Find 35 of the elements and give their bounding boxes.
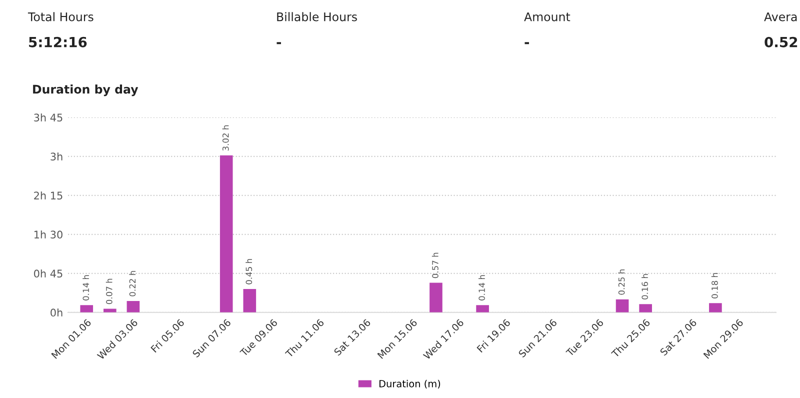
- data-label: 0.07 h: [106, 278, 112, 304]
- bar: [476, 305, 489, 312]
- data-label: 0.16 h: [642, 274, 648, 300]
- text: Total Hours: [28, 12, 94, 22]
- bar: [639, 304, 652, 312]
- chart-title: Duration by day: [33, 84, 138, 96]
- bar: [709, 303, 722, 312]
- data-label: 3.02 h: [222, 125, 229, 151]
- y-tick-label: 3h: [50, 152, 62, 161]
- data-label: 0.57 h: [432, 252, 438, 278]
- bar: [220, 155, 233, 312]
- data-label: 0.14 h: [478, 275, 485, 300]
- data-label: 0.18 h: [711, 273, 718, 298]
- y-tick-label: 0h 45: [34, 269, 62, 278]
- text: 0.52: [764, 36, 798, 48]
- y-tick-label: 3h 45: [34, 113, 62, 122]
- text: Avera: [764, 12, 797, 22]
- y-tick-label: 2h 15: [34, 191, 62, 200]
- data-label: 0.45 h: [246, 259, 252, 284]
- text: 5:12:16: [29, 36, 87, 48]
- bar: [243, 289, 256, 312]
- data-label: 0.14 h: [82, 275, 90, 300]
- legend-label: Duration (m): [379, 380, 440, 389]
- bar: [126, 300, 140, 312]
- text: Amount: [524, 12, 570, 22]
- y-tick-label: 1h 30: [34, 230, 62, 239]
- data-label: 0.22 h: [129, 271, 136, 296]
- y-tick-label: 0h: [50, 308, 62, 317]
- bar: [616, 299, 629, 312]
- bar: [80, 305, 94, 312]
- text: Billable Hours: [277, 12, 357, 22]
- text: -: [276, 42, 282, 44]
- data-label: 0.25 h: [618, 269, 625, 295]
- text: -: [524, 42, 530, 44]
- bar: [430, 282, 442, 312]
